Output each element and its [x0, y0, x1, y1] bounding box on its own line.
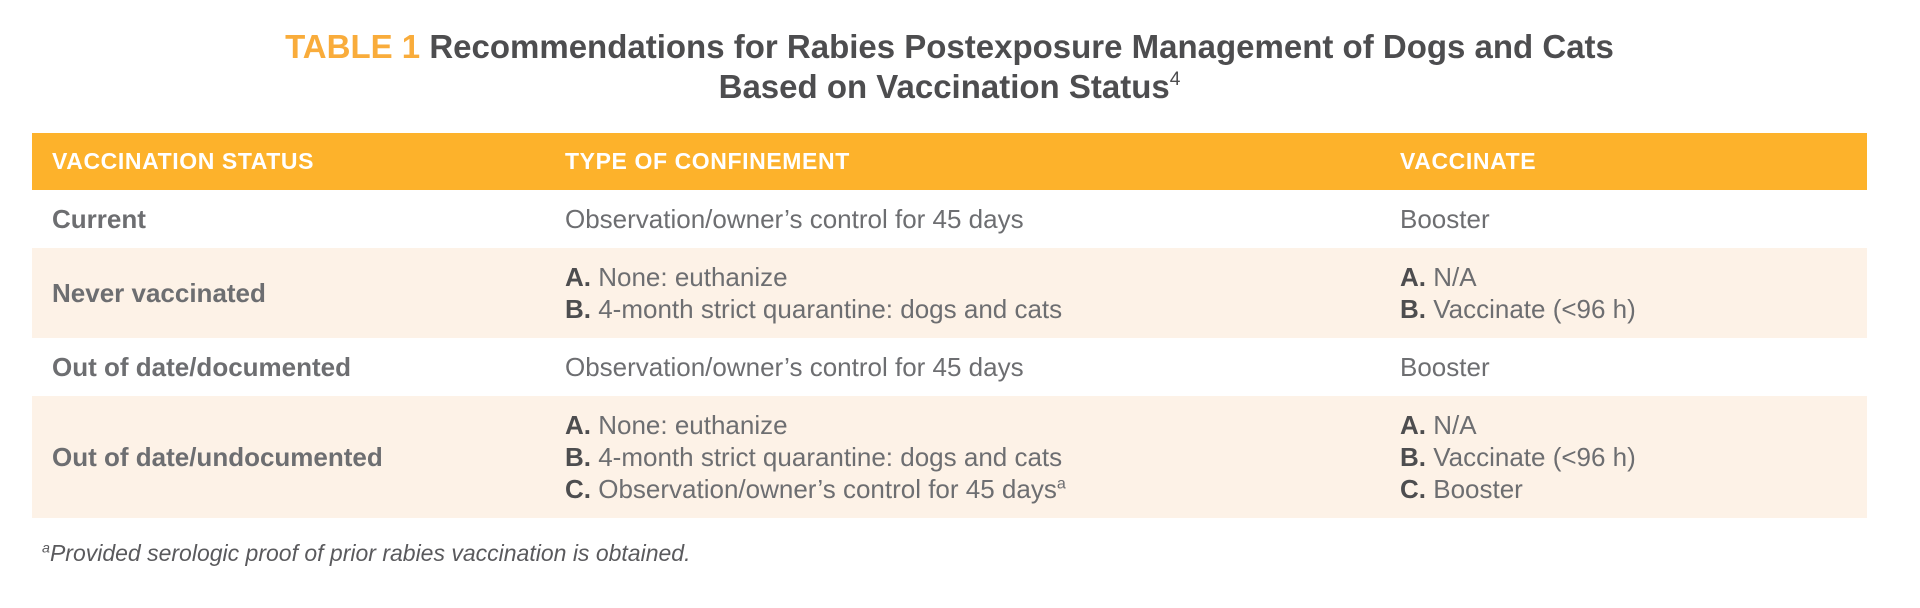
cell-line: A. None: euthanize	[565, 262, 788, 292]
cell-line: C. Booster	[1400, 474, 1523, 504]
table-title: TABLE 1 Recommendations for Rabies Poste…	[32, 27, 1867, 107]
line-prefix: A.	[1400, 410, 1426, 440]
cell-line: B. 4-month strict quarantine: dogs and c…	[565, 442, 1063, 472]
vaccination-status-cell: Current	[32, 190, 545, 248]
vaccinate-cell: A. N/A B. Vaccinate (<96 h)	[1380, 248, 1867, 338]
title-line-2-text: Based on Vaccination Status	[718, 68, 1170, 105]
vaccination-status-cell: Out of date/undocumented	[32, 396, 545, 518]
confinement-cell: A. None: euthanize B. 4-month strict quar…	[545, 396, 1380, 518]
table-header-row: VACCINATION STATUS TYPE OF CONFINEMENT VAC…	[32, 133, 1867, 190]
line-prefix: B.	[565, 294, 591, 324]
cell-line: Observation/owner’s control for 45 days	[565, 352, 1024, 382]
line-prefix: B.	[565, 442, 591, 472]
table-number-label: TABLE 1	[285, 28, 421, 65]
line-superscript: a	[1056, 474, 1066, 493]
cell-line: B. Vaccinate (<96 h)	[1400, 442, 1636, 472]
rabies-postexposure-table: VACCINATION STATUS TYPE OF CONFINEMENT VAC…	[32, 133, 1867, 518]
table-row: Current Observation/owner’s control for 4…	[32, 190, 1867, 248]
line-prefix: A.	[565, 262, 591, 292]
title-line-1-text: Recommendations for Rabies Postexposure …	[429, 28, 1614, 65]
title-reference-superscript: 4	[1169, 69, 1181, 91]
line-prefix: C.	[565, 474, 591, 504]
vaccination-status-cell: Never vaccinated	[32, 248, 545, 338]
title-line-1: TABLE 1 Recommendations for Rabies Poste…	[32, 27, 1867, 67]
vaccination-status-cell: Out of date/documented	[32, 338, 545, 396]
line-prefix: C.	[1400, 474, 1426, 504]
cell-line: A. N/A	[1400, 262, 1477, 292]
table-body: Current Observation/owner’s control for 4…	[32, 190, 1867, 518]
footnote-text: Provided serologic proof of prior rabies…	[49, 540, 691, 566]
vaccinate-cell: Booster	[1380, 190, 1867, 248]
line-prefix: B.	[1400, 442, 1426, 472]
title-line-2: Based on Vaccination Status4	[32, 67, 1867, 107]
table-row: Out of date/documented Observation/owner’…	[32, 338, 1867, 396]
line-prefix: A.	[1400, 262, 1426, 292]
vaccinate-cell: A. N/A B. Vaccinate (<96 h) C. Booster	[1380, 396, 1867, 518]
cell-line: A. None: euthanize	[565, 410, 788, 440]
line-prefix: B.	[1400, 294, 1426, 324]
header-cell-3: VACCINATE	[1380, 133, 1867, 190]
table-row: Out of date/undocumented A. None: euthani…	[32, 396, 1867, 518]
cell-line: A. N/A	[1400, 410, 1477, 440]
confinement-cell: Observation/owner’s control for 45 days	[545, 338, 1380, 396]
vaccinate-cell: Booster	[1380, 338, 1867, 396]
header-cell-2: TYPE OF CONFINEMENT	[545, 133, 1380, 190]
header-cell-1: VACCINATION STATUS	[32, 133, 545, 190]
confinement-cell: A. None: euthanize B. 4-month strict quar…	[545, 248, 1380, 338]
footnote-superscript: a	[42, 540, 50, 557]
cell-line: B. 4-month strict quarantine: dogs and c…	[565, 294, 1063, 324]
footnote: aProvided serologic proof of prior rabie…	[42, 540, 690, 567]
table-row: Never vaccinated A. None: euthanize B. 4-m…	[32, 248, 1867, 338]
line-prefix: A.	[565, 410, 591, 440]
cell-line: B. Vaccinate (<96 h)	[1400, 294, 1636, 324]
cell-line: C. Observation/owner’s control for 45 da…	[565, 474, 1066, 504]
cell-line: Booster	[1400, 204, 1490, 234]
cell-line: Observation/owner’s control for 45 days	[565, 204, 1024, 234]
cell-line: Booster	[1400, 352, 1490, 382]
confinement-cell: Observation/owner’s control for 45 days	[545, 190, 1380, 248]
